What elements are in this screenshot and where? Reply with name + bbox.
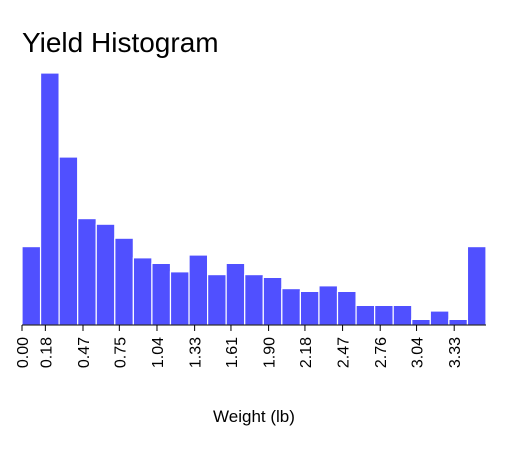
histogram-bar [299, 290, 320, 326]
x-tick-label: 0.75 [112, 337, 129, 368]
histogram-bar [466, 246, 487, 326]
x-tick-label: 1.33 [188, 337, 205, 368]
histogram-bar [58, 156, 79, 326]
x-tick-label: 2.18 [298, 337, 315, 368]
histogram-bar [188, 254, 209, 326]
histogram-bars [21, 72, 487, 326]
x-tick-label: 1.61 [224, 337, 241, 368]
histogram-bar [77, 218, 97, 326]
x-tick-label: 1.04 [150, 337, 167, 368]
histogram-bar [429, 310, 450, 326]
x-tick-label: 0.18 [38, 337, 55, 368]
x-tick-label: 0.00 [15, 337, 32, 368]
histogram-bar [281, 288, 301, 326]
histogram-bar [411, 318, 431, 326]
x-axis-ticks: 0.00 0.18 0.47 0.75 1.04 1.33 1.61 1.90 2.18 2.47… [15, 325, 464, 368]
chart-title: Yield Histogram [22, 27, 219, 58]
histogram-bar [169, 271, 190, 326]
histogram-bar [448, 318, 469, 326]
histogram-bar [392, 304, 413, 326]
histogram-bar [355, 304, 376, 326]
x-tick-label: 3.04 [410, 337, 427, 368]
histogram-bar [39, 72, 60, 326]
histogram-bar [132, 257, 153, 326]
histogram-bar [374, 304, 394, 326]
histogram-bar [151, 262, 172, 326]
histogram-bar [95, 223, 116, 326]
histogram-bar [262, 276, 283, 326]
x-tick-label: 1.90 [262, 337, 279, 368]
x-tick-label: 3.33 [447, 337, 464, 368]
x-tick-label: 2.76 [373, 337, 390, 368]
histogram-bar [207, 274, 227, 326]
histogram-bar [336, 290, 357, 326]
histogram-bar [244, 274, 264, 326]
histogram-bar [21, 246, 42, 326]
x-tick-label: 2.47 [336, 337, 353, 368]
histogram-bar [318, 285, 339, 326]
x-axis-label: Weight (lb) [213, 407, 295, 426]
x-tick-label: 0.47 [76, 337, 93, 368]
histogram-bar [114, 237, 134, 326]
histogram-bar [225, 262, 246, 326]
